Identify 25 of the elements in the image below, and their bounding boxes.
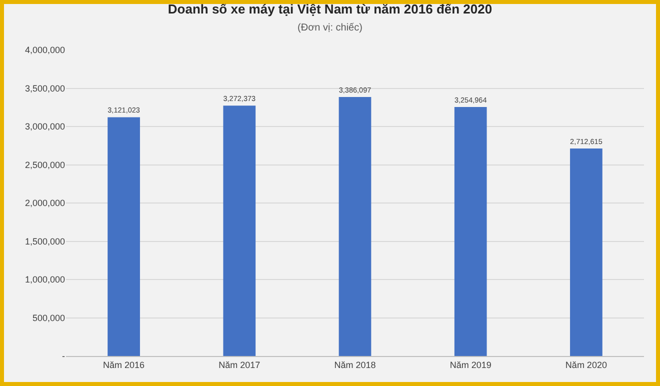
data-label: 2,712,615 <box>570 136 602 146</box>
data-label: 3,386,097 <box>338 85 372 94</box>
bar <box>223 106 256 356</box>
y-tick-label: 1,000,000 <box>24 274 65 285</box>
bar <box>454 107 487 356</box>
data-label: 3,254,964 <box>454 95 487 104</box>
data-label: 3,121,023 <box>108 106 140 115</box>
bar <box>108 117 140 356</box>
y-tick-label: 4,000,000 <box>24 45 65 56</box>
x-tick-label: Năm 2017 <box>218 360 260 370</box>
bar <box>338 96 372 356</box>
y-tick-label: 1,500,000 <box>24 236 65 246</box>
x-tick-label: Năm 2019 <box>450 360 492 370</box>
y-tick-label: 2,000,000 <box>24 198 65 208</box>
y-tick-label: 3,000,000 <box>24 122 65 132</box>
y-tick-label: 2,500,000 <box>24 160 65 170</box>
x-tick-label: Năm 2018 <box>334 360 376 370</box>
chart-subtitle: (Đơn vị: chiếc) <box>298 22 362 34</box>
x-tick-label: Năm 2016 <box>103 360 145 370</box>
y-tick-label: - <box>62 351 65 362</box>
bar <box>570 148 602 356</box>
y-tick-label: 500,000 <box>32 312 65 323</box>
y-tick-label: 3,500,000 <box>24 83 65 94</box>
x-tick-label: Năm 2020 <box>565 360 607 370</box>
data-label: 3,272,373 <box>223 94 256 104</box>
